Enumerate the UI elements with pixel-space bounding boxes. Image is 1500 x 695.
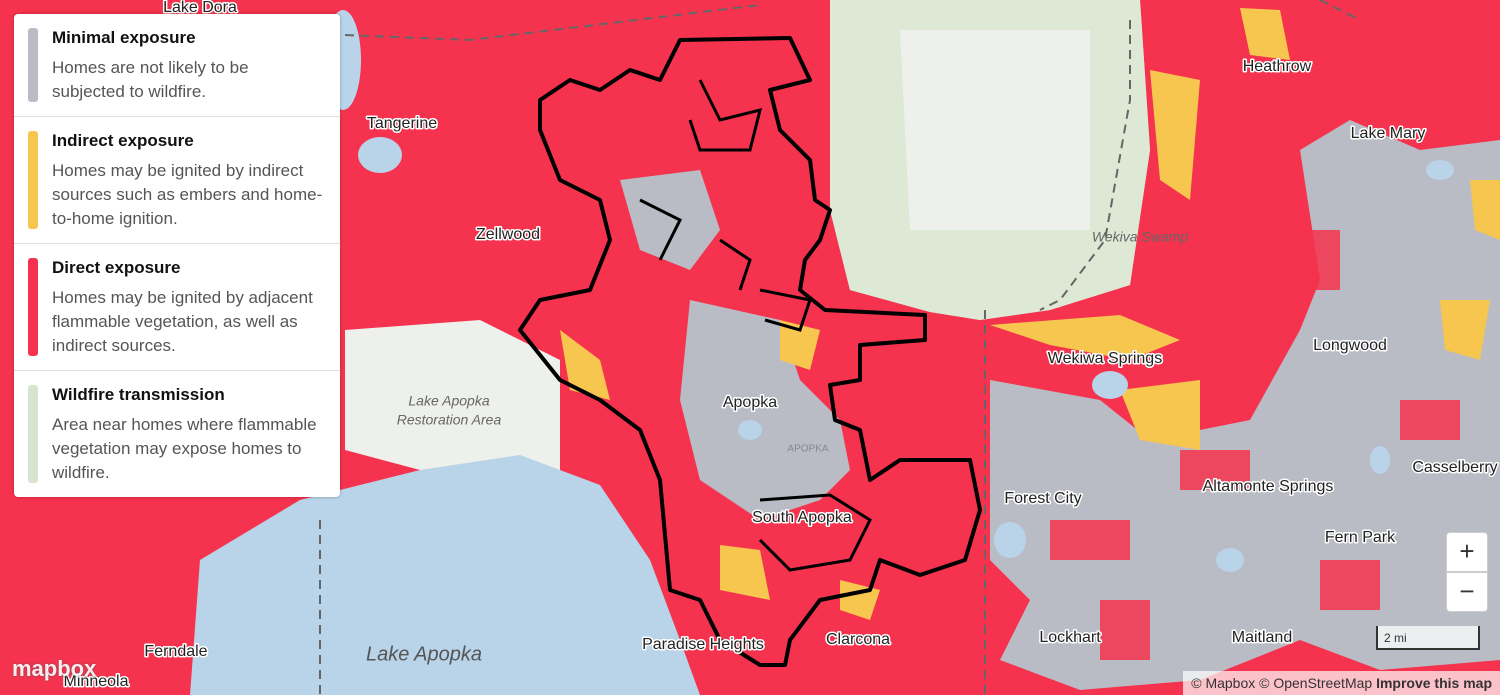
place-label: APOPKA [787, 444, 828, 455]
attribution-link[interactable]: © OpenStreetMap [1259, 675, 1373, 691]
legend-description: Homes may be ignited by indirect sources… [52, 161, 323, 228]
place-label: Wekiwa Springs [1048, 350, 1162, 367]
place-label: Wekiva Swamp [1092, 229, 1188, 245]
restoration-area [345, 320, 560, 470]
place-labels: Lake Dora Tangerine Zellwood Heathrow Lake M… [62, 0, 1499, 692]
legend-item: Direct exposure Homes may be ignited by a… [14, 244, 340, 371]
place-label: Lake Apopka [366, 643, 482, 665]
attribution-link[interactable]: © Mapbox [1191, 675, 1256, 691]
legend-swatch [28, 385, 38, 483]
place-label: Maitland [1232, 629, 1292, 646]
place-label: Lake Dora [163, 0, 237, 16]
legend-title: Direct exposure [52, 258, 181, 277]
legend-swatch [28, 258, 38, 356]
legend-description: Area near homes where flammable vegetati… [52, 415, 317, 482]
direct-exposure-patches [1050, 230, 1460, 660]
legend-item: Minimal exposure Homes are not likely to … [14, 14, 340, 117]
indirect-exposure-areas [560, 8, 1500, 620]
boundary-detail [639, 79, 872, 572]
legend-title: Minimal exposure [52, 28, 196, 47]
lake [190, 455, 700, 695]
place-label: Zellwood [476, 226, 540, 243]
legend-title: Wildfire transmission [52, 385, 225, 404]
open-area [900, 30, 1090, 230]
legend-title: Indirect exposure [52, 131, 194, 150]
place-label: Tangerine [367, 115, 437, 132]
place-label: South Apopka [752, 509, 852, 526]
place-label: Lake Apopka [408, 393, 489, 409]
place-label: Casselberry [1412, 459, 1497, 476]
attribution: © Mapbox © OpenStreetMap Improve this ma… [1183, 671, 1500, 695]
place-label: Fern Park [1325, 529, 1396, 546]
legend-swatch [28, 28, 38, 102]
place-label: Altamonte Springs [1203, 478, 1334, 495]
place-label: Minneola [64, 673, 129, 690]
scale-bar: 2 mi [1376, 626, 1480, 650]
direct-exposure-area [0, 540, 140, 695]
legend-item: Wildfire transmission Area near homes whe… [14, 371, 340, 497]
zoom-out[interactable]: − [1446, 572, 1488, 612]
legend: Minimal exposure Homes are not likely to … [14, 14, 340, 497]
place-label: Heathrow [1243, 58, 1312, 75]
place-label: Restoration Area [397, 412, 502, 428]
place-label: Apopka [723, 394, 777, 411]
improve-link[interactable]: Improve this map [1376, 675, 1492, 691]
place-label: Longwood [1313, 337, 1387, 354]
city-boundary [518, 36, 982, 667]
place-label: Clarcona [826, 631, 890, 648]
zoom-in[interactable]: + [1446, 532, 1488, 572]
legend-description: Homes are not likely to be subjected to … [52, 58, 249, 101]
place-label: Lake Mary [1351, 125, 1426, 142]
place-label: Lockhart [1039, 629, 1101, 646]
mapbox-logo[interactable]: mapbox [12, 656, 97, 681]
place-label: Forest City [1004, 490, 1081, 507]
place-label: Paradise Heights [642, 636, 764, 653]
county-lines [319, 0, 1361, 695]
legend-item: Indirect exposure Homes may be ignited by… [14, 117, 340, 244]
place-label: Ferndale [144, 643, 207, 660]
legend-swatch [28, 131, 38, 229]
legend-description: Homes may be ignited by adjacent flammab… [52, 288, 313, 355]
